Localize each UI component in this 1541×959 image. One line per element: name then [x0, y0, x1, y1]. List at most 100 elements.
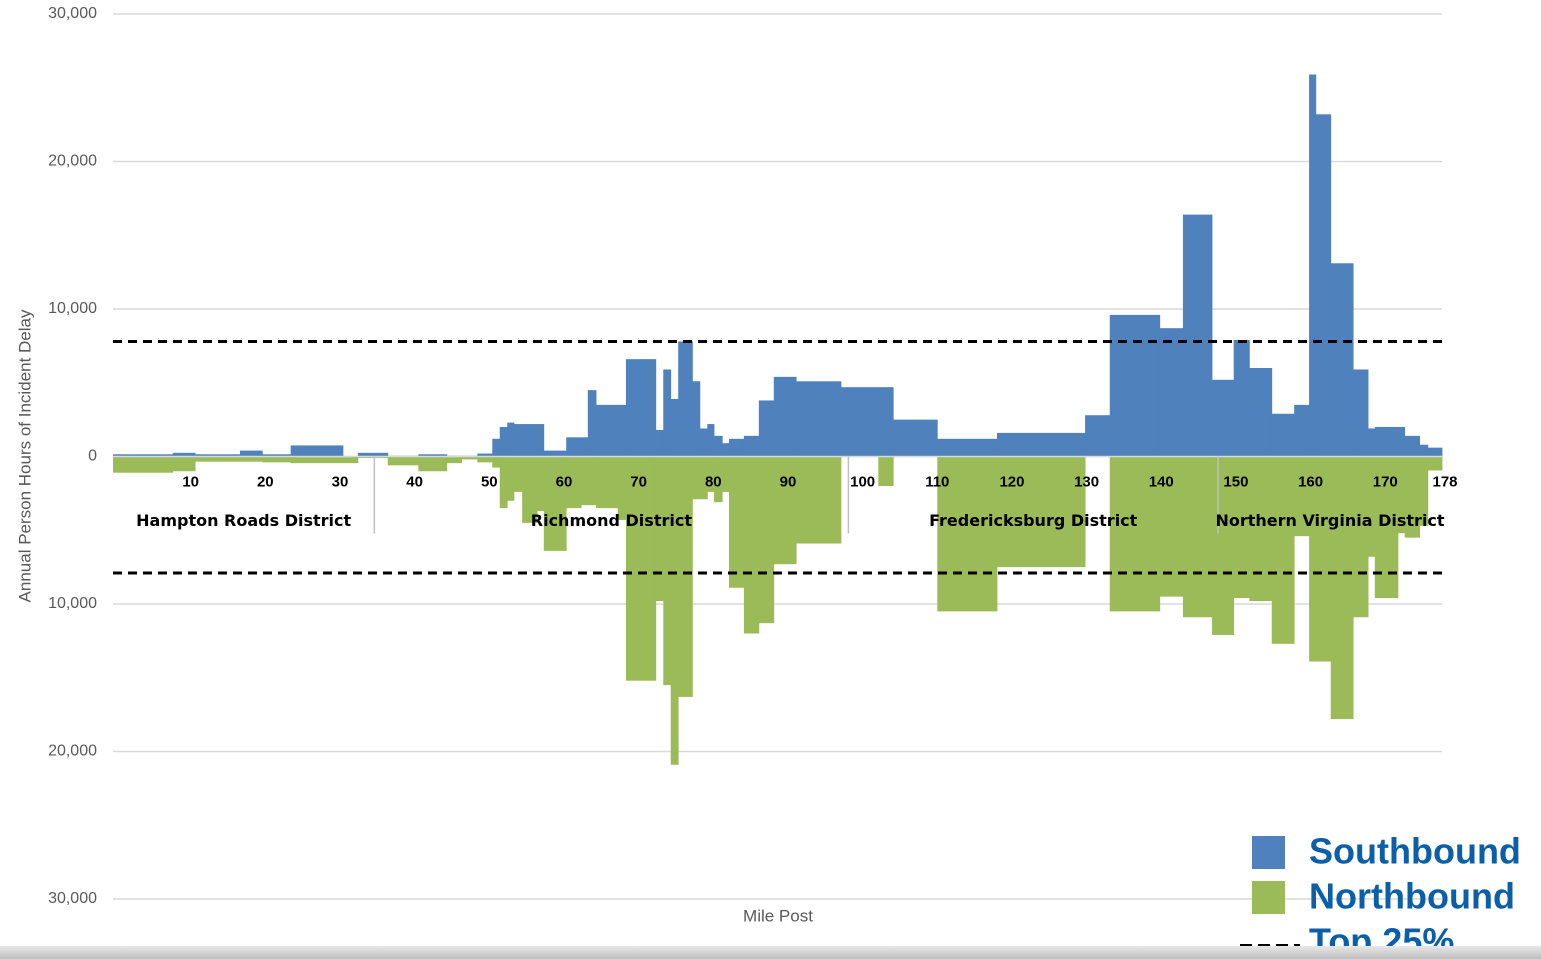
bar — [840, 387, 894, 457]
bar — [1353, 369, 1369, 457]
grid: 30,000 20,000 10,000 0 10,000 20,000 30,000 — [48, 5, 1442, 907]
bar — [290, 456, 359, 464]
bar — [543, 450, 567, 457]
bar — [796, 381, 842, 457]
bar — [492, 456, 501, 468]
bar — [195, 456, 263, 462]
x-tick-label: 120 — [999, 473, 1024, 490]
bar — [195, 454, 241, 457]
legend-label: Northbound — [1309, 876, 1515, 917]
bar — [1233, 456, 1250, 599]
bar — [1212, 379, 1235, 457]
bar — [1182, 214, 1213, 457]
bar — [678, 341, 693, 457]
bar — [418, 456, 448, 472]
bar — [262, 454, 292, 457]
bar — [796, 456, 842, 544]
bar — [699, 428, 708, 457]
bar — [1271, 456, 1295, 644]
legend-label: Southbound — [1309, 831, 1521, 872]
district-label: Richmond District — [531, 511, 693, 530]
bar — [707, 424, 715, 457]
bar — [513, 424, 545, 457]
bar — [1159, 328, 1184, 457]
y-tick-label: 30,000 — [48, 890, 97, 907]
window-edge — [0, 946, 1541, 959]
bar — [663, 369, 672, 457]
bar — [1404, 435, 1421, 457]
bar — [617, 456, 627, 520]
y-tick-label: 30,000 — [48, 5, 97, 22]
bar — [477, 453, 493, 457]
bar — [937, 456, 998, 612]
bar — [581, 456, 597, 506]
bar — [722, 456, 730, 492]
bar — [997, 432, 1086, 457]
x-tick-label: 90 — [780, 473, 797, 490]
x-axis-label: Mile Post — [743, 906, 813, 925]
bar — [1182, 456, 1213, 618]
bar — [722, 443, 730, 457]
bar — [1271, 413, 1295, 457]
bar — [1294, 456, 1310, 537]
bar — [1109, 314, 1161, 457]
bar — [758, 400, 775, 457]
bar — [387, 456, 419, 466]
bar — [670, 456, 679, 765]
bar — [1315, 114, 1332, 457]
bar — [878, 456, 894, 486]
bar — [1353, 456, 1369, 618]
bar — [499, 456, 508, 509]
y-tick-label: 10,000 — [48, 595, 97, 612]
bar — [290, 445, 344, 457]
bar — [357, 452, 389, 457]
y-axis-label: Annual Person Hours of Incident Delay — [15, 309, 34, 602]
bar — [492, 438, 501, 457]
bar — [1159, 456, 1184, 597]
bar — [172, 452, 196, 457]
bar — [566, 437, 589, 457]
x-tick-label: 178 — [1432, 473, 1457, 490]
bar — [714, 435, 723, 457]
x-tick-label: 20 — [257, 473, 274, 490]
bar — [1294, 404, 1310, 457]
bar — [537, 456, 545, 512]
bar — [596, 404, 627, 457]
bar — [596, 456, 619, 509]
bar — [1419, 456, 1429, 526]
bar — [1330, 263, 1354, 457]
legend-swatch — [1252, 881, 1285, 914]
bar — [997, 456, 1086, 568]
bar — [1309, 74, 1317, 457]
x-tick-label: 130 — [1074, 473, 1099, 490]
y-tick-label: 10,000 — [48, 300, 97, 317]
x-tick-label: 10 — [182, 473, 199, 490]
bar — [543, 456, 567, 551]
bar — [499, 427, 508, 457]
bar — [461, 456, 478, 460]
bar — [1109, 456, 1161, 612]
district-label: Northern Virginia District — [1215, 511, 1444, 530]
district-label: Hampton Roads District — [136, 511, 351, 530]
bar — [1315, 456, 1332, 662]
bar — [522, 456, 538, 523]
bar — [566, 456, 582, 509]
bar — [678, 456, 693, 697]
bar — [893, 419, 938, 457]
bar — [692, 456, 708, 500]
legend-swatch — [1252, 836, 1285, 869]
bar — [507, 422, 515, 457]
bar — [113, 454, 174, 457]
overlay: 10 20 30 40 50 60 70 80 90 100 110 120 130 140 150 160 1… — [113, 339, 1521, 959]
bar — [937, 438, 998, 457]
bar — [707, 456, 715, 492]
bar — [1419, 444, 1429, 457]
bar — [239, 450, 263, 457]
y-tick-label: 20,000 — [48, 153, 97, 170]
bar — [507, 456, 515, 501]
bar — [477, 456, 493, 463]
bar — [1427, 447, 1443, 457]
bar — [513, 456, 523, 492]
bar — [172, 456, 196, 472]
